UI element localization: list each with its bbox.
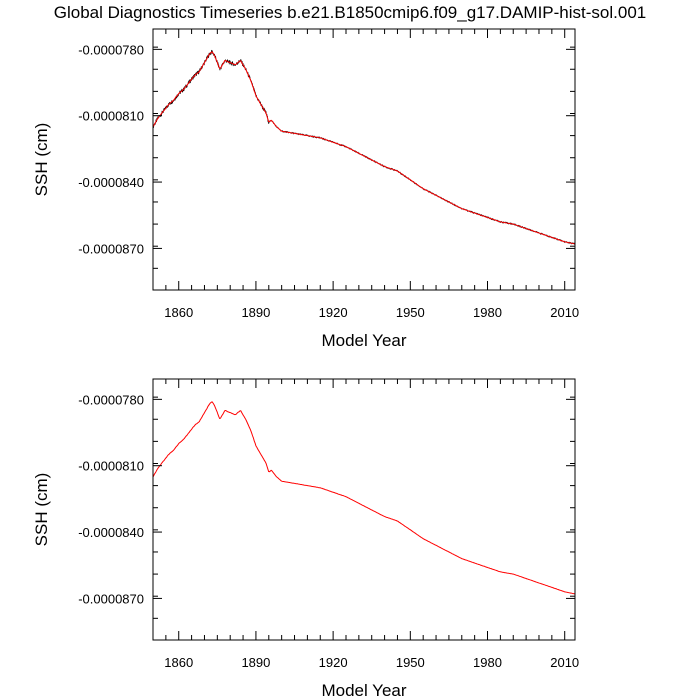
y-tick-label: -0.0000870	[78, 241, 144, 256]
x-tick-label: 2010	[550, 655, 579, 670]
series-line-raw	[152, 49, 576, 245]
y-axis-label: SSH (cm)	[32, 473, 51, 547]
y-tick-label: -0.0000840	[78, 525, 144, 540]
x-tick-label: 1860	[164, 655, 193, 670]
x-tick-label: 1950	[396, 655, 425, 670]
x-tick-label: 1920	[319, 305, 348, 320]
x-tick-label: 1890	[241, 305, 270, 320]
series-line-smoothed	[152, 401, 576, 595]
x-tick-label: 1950	[396, 305, 425, 320]
y-tick-label: -0.0000780	[78, 42, 144, 57]
y-tick-label: -0.0000780	[78, 392, 144, 407]
chart-title: Global Diagnostics Timeseries b.e21.B185…	[53, 3, 647, 22]
x-tick-label: 2010	[550, 305, 579, 320]
x-tick-label: 1980	[473, 305, 502, 320]
y-tick-label: -0.0000840	[78, 175, 144, 190]
x-tick-label: 1920	[319, 655, 348, 670]
series-line-smoothed	[152, 51, 576, 245]
x-axis-label: Model Year	[321, 681, 406, 700]
timeseries-panel-top: 1860 1890 1920 1950 1980 2010 -0.0000780 -0.000…	[32, 28, 579, 350]
x-tick-label: 1860	[164, 305, 193, 320]
x-tick-label: 1980	[473, 655, 502, 670]
plot-frame	[152, 378, 576, 641]
x-tick-label: 1890	[241, 655, 270, 670]
x-axis-label: Model Year	[321, 331, 406, 350]
y-axis-label: SSH (cm)	[32, 123, 51, 197]
timeseries-panel-bottom: 1860 1890 1920 1950 1980 2010 -0.0000780 -0.000…	[32, 378, 579, 700]
y-tick-label: -0.0000810	[78, 459, 144, 474]
y-tick-label: -0.0000810	[78, 109, 144, 124]
plot-frame	[152, 28, 576, 291]
y-tick-label: -0.0000870	[78, 591, 144, 606]
